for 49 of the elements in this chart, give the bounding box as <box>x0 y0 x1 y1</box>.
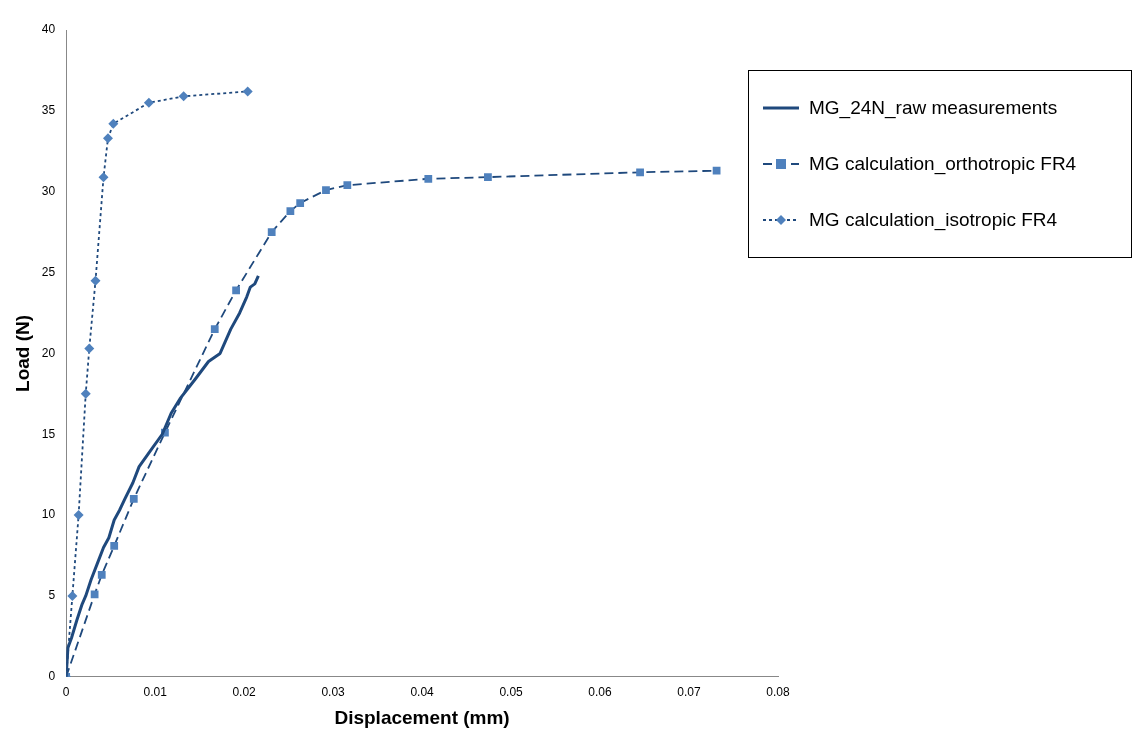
y-tick-label: 25 <box>41 264 56 279</box>
x-tick-label: 0.04 <box>410 685 435 700</box>
x-tick-label: 0.08 <box>766 685 790 700</box>
point <box>84 343 95 354</box>
y-tick-label: 10 <box>41 507 56 522</box>
x-tick-label: 0.02 <box>232 685 257 700</box>
point <box>322 186 330 194</box>
y-tick-label: 20 <box>41 345 56 360</box>
x-tick-label: 0.01 <box>143 685 168 700</box>
legend-label: MG_24N_raw measurements <box>809 97 1058 119</box>
point <box>484 173 492 182</box>
point <box>242 86 253 97</box>
point <box>712 166 721 175</box>
y-tick-label: 15 <box>41 426 56 441</box>
x-tick-label: 0.03 <box>321 685 346 700</box>
point <box>98 172 109 183</box>
point <box>343 181 352 190</box>
x-tick-label: 0.06 <box>588 685 613 700</box>
point <box>210 325 219 334</box>
point <box>424 174 433 183</box>
point <box>267 228 276 237</box>
legend-label: MG calculation_isotropic FR4 <box>809 209 1058 231</box>
point <box>636 168 644 177</box>
y-tick-label: 5 <box>48 588 56 603</box>
point <box>90 590 99 599</box>
x-tick-label: 0.05 <box>499 685 524 700</box>
x-tick-label: 0.07 <box>677 685 702 700</box>
y-tick-label: 35 <box>41 103 56 118</box>
point <box>129 495 138 503</box>
y-axis-title: Load (N) <box>11 314 33 392</box>
point <box>108 118 119 129</box>
point <box>67 590 78 601</box>
point <box>178 91 189 102</box>
point <box>232 286 240 295</box>
y-tick-label: 40 <box>41 22 56 37</box>
x-tick-label: 0 <box>62 685 70 700</box>
point <box>102 133 113 144</box>
point <box>73 510 84 521</box>
y-tick-label: 0 <box>48 669 56 684</box>
point <box>286 207 295 215</box>
point <box>90 275 101 286</box>
point <box>80 388 91 399</box>
point <box>97 571 106 579</box>
point <box>110 541 119 550</box>
y-tick-label: 30 <box>41 184 56 199</box>
legend-label: MG calculation_orthotropic FR4 <box>809 153 1077 175</box>
x-axis-title: Displacement (mm) <box>334 706 510 728</box>
point <box>143 97 154 108</box>
point <box>296 199 305 207</box>
